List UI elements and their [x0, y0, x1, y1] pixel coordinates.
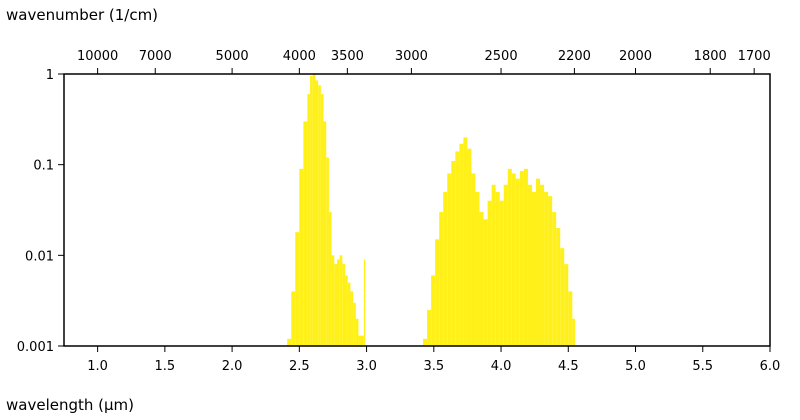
spectrum-bar	[353, 302, 356, 346]
spectrum-bar	[536, 178, 541, 346]
spectrum-bar	[491, 184, 496, 346]
spectrum-bar	[471, 173, 476, 346]
spectrum-bar	[548, 196, 553, 346]
spectrum-bar	[355, 318, 359, 346]
x2-tick-label: 1700	[738, 49, 771, 64]
x-tick-label: 1.0	[87, 359, 108, 374]
spectrum-bar	[315, 80, 319, 347]
x-tick-label: 4.0	[491, 359, 512, 374]
x2-tick-label: 2500	[485, 49, 518, 64]
y-tick-label: 0.01	[25, 249, 54, 264]
spectrum-bar	[523, 168, 528, 346]
spectrum-bar	[320, 94, 324, 346]
spectrum-bar	[487, 200, 492, 346]
x2-tick-label: 7000	[139, 49, 172, 64]
spectrum-bar	[427, 309, 432, 346]
x-tick-label: 3.0	[356, 359, 377, 374]
spectrum-bar	[312, 74, 316, 346]
spectrum-bar	[572, 318, 576, 346]
spectrum-bar	[495, 191, 500, 346]
spectrum-bar	[358, 335, 364, 346]
x2-tick-label: 4000	[283, 49, 316, 64]
x2-tick-label: 5000	[216, 49, 249, 64]
x2-tick-label: 10000	[77, 49, 118, 64]
x2-tick-label: 3000	[395, 49, 428, 64]
spectrum-bar	[556, 228, 561, 346]
spectrum-bar	[342, 264, 346, 346]
y-tick-label: 0.1	[33, 159, 54, 174]
x2-axis-title: wavenumber (1/cm)	[6, 6, 158, 24]
spectrum-bar	[307, 94, 311, 346]
x2-tick-label: 2200	[558, 49, 591, 64]
spectrum-bar	[350, 291, 354, 346]
spectrum-bar	[435, 239, 440, 346]
spectrum-bar	[519, 171, 524, 346]
x-tick-label: 5.5	[692, 359, 713, 374]
spectrum-bar	[455, 151, 460, 346]
spectrum-bar	[463, 137, 468, 346]
y-tick-label: 0.001	[17, 340, 54, 355]
spectrum-bar	[347, 282, 351, 346]
spectrum-bar	[295, 232, 300, 346]
spectrum-bar	[423, 338, 428, 346]
spectrum-bar	[515, 178, 520, 346]
spectrum-bar	[499, 200, 504, 346]
spectrum-bar	[345, 275, 348, 346]
spectrum-bar	[507, 168, 512, 346]
spectrum-bar	[467, 148, 472, 346]
x-tick-label: 2.0	[222, 359, 243, 374]
spectrum-bar	[299, 168, 304, 346]
spectrum-bar	[483, 219, 488, 346]
plot-frame	[63, 73, 771, 347]
spectrum-bar	[531, 191, 537, 346]
spectrum-bar	[431, 275, 436, 346]
x-tick-label: 2.5	[289, 359, 310, 374]
x-tick-label: 4.5	[558, 359, 579, 374]
x2-tick-label: 2000	[619, 49, 652, 64]
spectrum-bar	[511, 173, 516, 346]
spectrum-bar	[443, 191, 448, 346]
spectrum-bar	[503, 184, 508, 346]
spectrum-bar	[328, 212, 332, 346]
spectrum-bar	[459, 143, 464, 346]
x-axis-title: wavelength (μm)	[6, 396, 134, 414]
spectrum-bar	[564, 264, 569, 346]
spectrum-bar	[560, 248, 565, 346]
x2-tick-label: 3500	[331, 49, 364, 64]
x-tick-label: 3.5	[423, 359, 444, 374]
spectrum-bar	[318, 85, 321, 346]
plot-area	[287, 74, 576, 347]
spectrum-bar	[363, 259, 366, 346]
spectrum-bar	[291, 291, 296, 346]
spectrum-bar	[552, 212, 557, 346]
spectrum-bar	[540, 184, 545, 346]
x2-tick-label: 1800	[694, 49, 727, 64]
spectrum-bar	[334, 264, 337, 346]
spectrum-bar	[439, 212, 444, 346]
spectrum-bar	[310, 76, 313, 347]
x2-axis: 10000 7000 5000 4000 3500 3000 2500 2200 2000 180…	[77, 49, 771, 74]
spectrum-bar	[339, 255, 343, 346]
x-axis: 1.0 1.5 2.0 2.5 3.0 3.5 4.0 4.5 5.0 5.5 6.0	[87, 346, 780, 374]
spectrum-bar	[323, 121, 327, 346]
spectrum-bar	[326, 157, 329, 346]
spectrum-bar	[568, 291, 573, 346]
x-tick-label: 1.5	[155, 359, 176, 374]
x-tick-label: 5.0	[625, 359, 646, 374]
spectrum-bar	[527, 184, 532, 346]
spectrum-bar	[336, 259, 340, 346]
y-tick-label: 1	[46, 68, 54, 83]
spectrum-bar	[479, 212, 484, 346]
y-axis: 0.001 0.01 0.1 1	[17, 68, 64, 355]
spectrum-bar	[331, 255, 335, 346]
spectrum-bar	[447, 173, 452, 346]
x-tick-label: 6.0	[760, 359, 781, 374]
spectrum-bar	[544, 191, 549, 346]
spectrum-bar	[287, 338, 292, 346]
spectrum-bar	[475, 191, 480, 346]
spectrum-bar	[303, 121, 308, 346]
spectrum-bar	[451, 160, 456, 346]
